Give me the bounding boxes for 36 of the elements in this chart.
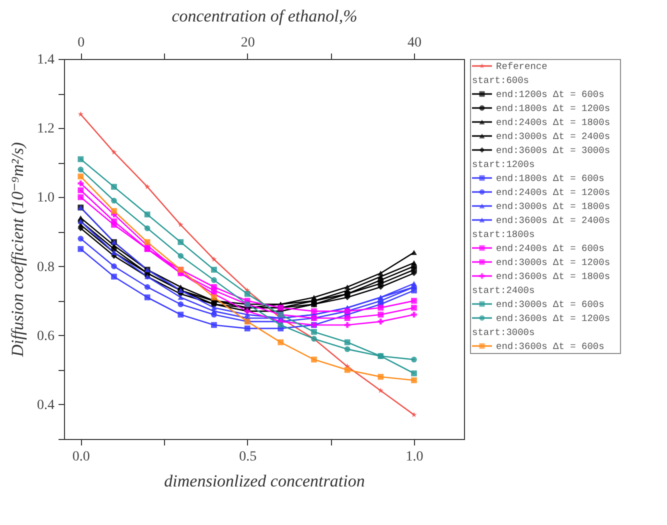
legend-label: end:3600s Δt = 2400s — [496, 215, 610, 226]
x-tick-label: 0.5 — [239, 450, 257, 464]
x2-tick-label: 0 — [78, 36, 85, 50]
x-tick-label: 1.0 — [406, 450, 424, 464]
legend-label: end:1200s Δt = 600s — [496, 89, 604, 100]
legend-label: end:1800s Δt = 600s — [496, 173, 604, 184]
legend-label: end:3600s Δt = 3000s — [496, 145, 610, 156]
y-axis-title: Diffusion coefficient (10⁻⁹m²/s) — [8, 142, 27, 358]
x2-tick-label: 20 — [240, 36, 255, 50]
y-tick-label: 1.2 — [37, 122, 54, 137]
text: start:1800s — [472, 229, 535, 240]
legend-label: end:3000s Δt = 600s — [496, 299, 604, 310]
x2-axis-title: concentration of ethanol,% — [172, 6, 358, 26]
legend-label: end:3600s Δt = 1200s — [496, 313, 610, 324]
text: start:1200s — [472, 159, 535, 170]
text: start:3000s — [472, 327, 535, 338]
legend-label: end:2400s Δt = 1800s — [496, 117, 610, 128]
legend-label: end:2400s Δt = 600s — [496, 243, 604, 254]
x2-tick-label: 40 — [408, 36, 422, 50]
legend-label: end:2400s Δt = 1200s — [496, 187, 610, 198]
legend-label: end:3600s Δt = 600s — [496, 341, 604, 352]
legend-label: end:3000s Δt = 1200s — [496, 257, 610, 268]
y-tick-label: 0.4 — [37, 398, 54, 413]
y-tick-label: 1.4 — [37, 52, 54, 68]
x-tick-label: 0.0 — [72, 450, 90, 464]
text: start:600s — [472, 75, 530, 86]
y-tick-label: 0.8 — [37, 260, 54, 275]
legend-label: Reference — [496, 61, 548, 72]
legend-label: end:3000s Δt = 2400s — [496, 131, 610, 142]
legend-label: end:3000s Δt = 1800s — [496, 201, 610, 212]
y-tick-label: 1.0 — [37, 190, 54, 206]
x-axis-title: dimensionlized concentration — [164, 472, 365, 490]
legend-label: end:3600s Δt = 1800s — [496, 271, 610, 282]
y-tick-label: 0.6 — [37, 328, 54, 344]
text: start:2400s — [472, 285, 535, 296]
legend-label: end:1800s Δt = 1200s — [496, 103, 610, 114]
